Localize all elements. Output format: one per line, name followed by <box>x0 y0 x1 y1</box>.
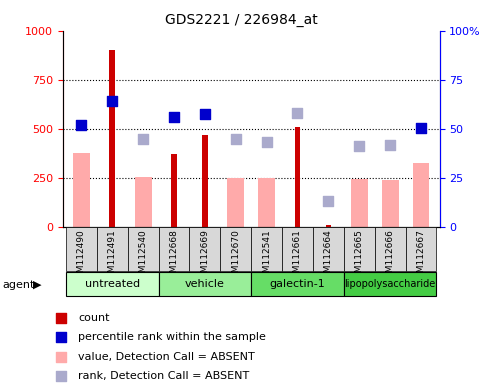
Point <box>77 122 85 128</box>
Point <box>294 110 301 116</box>
Point <box>325 198 332 204</box>
Point <box>355 143 363 149</box>
Bar <box>73 153 90 227</box>
Point <box>373 91 381 98</box>
Text: GSM112665: GSM112665 <box>355 229 364 284</box>
Text: agent: agent <box>2 280 35 290</box>
Bar <box>344 227 375 271</box>
Text: GSM112668: GSM112668 <box>170 229 178 284</box>
Bar <box>382 180 398 227</box>
Bar <box>251 227 282 271</box>
Text: GSM112540: GSM112540 <box>139 229 148 283</box>
Bar <box>128 227 158 271</box>
Text: vehicle: vehicle <box>185 279 225 289</box>
Bar <box>220 227 251 271</box>
Bar <box>375 227 406 271</box>
Text: lipopolysaccharide: lipopolysaccharide <box>344 279 436 289</box>
Bar <box>158 227 189 271</box>
Text: untreated: untreated <box>85 279 140 289</box>
Point <box>201 111 209 117</box>
Bar <box>412 163 429 227</box>
Bar <box>282 227 313 271</box>
Point <box>170 114 178 120</box>
Text: ▶: ▶ <box>33 280 42 290</box>
Text: value, Detection Call = ABSENT: value, Detection Call = ABSENT <box>78 352 255 362</box>
Bar <box>295 127 300 227</box>
Bar <box>202 136 208 227</box>
Text: GSM112669: GSM112669 <box>200 229 209 284</box>
Point <box>417 124 425 131</box>
Text: GSM112491: GSM112491 <box>108 229 117 283</box>
Bar <box>110 50 115 227</box>
Point <box>232 136 240 142</box>
Point <box>386 142 394 148</box>
Bar <box>97 227 128 271</box>
Text: percentile rank within the sample: percentile rank within the sample <box>78 332 266 342</box>
Point <box>373 267 381 273</box>
Text: galectin-1: galectin-1 <box>270 279 326 289</box>
Point <box>108 98 116 104</box>
Point <box>139 136 147 142</box>
Text: GSM112661: GSM112661 <box>293 229 302 284</box>
Bar <box>171 154 177 227</box>
Bar <box>66 227 97 271</box>
Bar <box>406 227 437 271</box>
Bar <box>313 227 344 271</box>
Bar <box>351 179 368 227</box>
Bar <box>251 272 344 296</box>
Text: GSM112670: GSM112670 <box>231 229 240 284</box>
Text: rank, Detection Call = ABSENT: rank, Detection Call = ABSENT <box>78 371 249 381</box>
Bar <box>344 272 437 296</box>
Bar <box>189 227 220 271</box>
Bar <box>135 177 152 227</box>
Bar <box>227 178 244 227</box>
Text: GSM112541: GSM112541 <box>262 229 271 283</box>
Text: GSM112490: GSM112490 <box>77 229 86 283</box>
Text: count: count <box>78 313 110 323</box>
Text: GSM112666: GSM112666 <box>385 229 395 284</box>
Text: GSM112667: GSM112667 <box>416 229 426 284</box>
Text: GDS2221 / 226984_at: GDS2221 / 226984_at <box>165 13 318 27</box>
Point <box>263 139 270 146</box>
Bar <box>66 272 158 296</box>
Bar <box>158 272 251 296</box>
Bar <box>258 178 275 227</box>
Text: GSM112664: GSM112664 <box>324 229 333 283</box>
Bar <box>326 225 331 227</box>
